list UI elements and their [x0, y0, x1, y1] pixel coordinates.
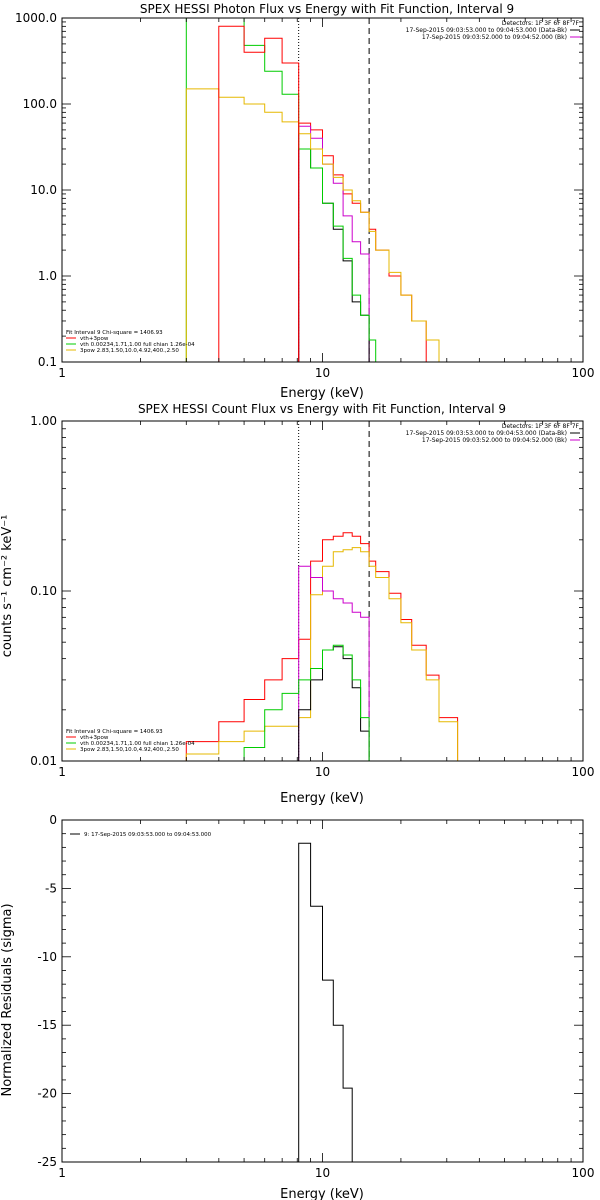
y-axis-title: counts s⁻¹ cm⁻² keV⁻¹ [0, 515, 15, 658]
legend-entry: vth+3pow [80, 336, 109, 342]
plot-frame [61, 17, 584, 363]
panel-title: SPEX HESSI Count Flux vs Energy with Fit… [138, 402, 506, 416]
y-tick-label: 0.1 [38, 355, 57, 369]
data-layer: 1 10 100 0.1 1.0 10.0 100.0 1000.0 Detectors: 1F… [15, 11, 594, 380]
x-tick-label: 100 [572, 765, 595, 779]
data-layer: 1 10 100 0 -5 -10 -15 -20 -25 9: 17-Sep-2015 09:0… [37, 813, 594, 1180]
panel-title: SPEX HESSI Photon Flux vs Energy with Fi… [140, 2, 514, 16]
legend-entry: vth 0.00234,1.71,1.00 full chian 1.26e-0… [80, 342, 195, 348]
x-tick-label: 1 [58, 765, 66, 779]
x-axis-title: Energy (keV) [280, 791, 364, 806]
plot-area: 1 10 100 0.01 0.10 1.00 Detectors: 1F 3F 6F 8F… [30, 414, 594, 779]
y-tick-label: 1.0 [38, 269, 57, 283]
plot-frame [61, 420, 584, 762]
data-series-line [298, 565, 370, 761]
data-layer: 1 10 100 0.01 0.10 1.00 Detectors: 1F 3F 6F 8F… [30, 414, 594, 779]
y-tick-label: -15 [37, 1018, 57, 1032]
legend-entry: vth+3pow [80, 735, 109, 741]
data-series-line [185, 88, 458, 363]
y-tick-label: 1000.0 [15, 11, 57, 25]
y-axis-title: Normalized Residuals (sigma) [0, 903, 15, 1096]
plot-frame [61, 819, 584, 1163]
info-line: Detectors: 1F 3F 6F 8F 7F [502, 423, 580, 430]
legend-header: Fit Interval 9 Chi-square = 1406.93 [66, 330, 163, 336]
legend-entry: 3pow 2.83,1.50,10.0,4.92,400.,2.50 [80, 348, 179, 354]
x-tick-label: 10 [315, 765, 330, 779]
legend-header: Fit Interval 9 Chi-square = 1406.93 [66, 729, 163, 735]
x-tick-label: 10 [315, 1166, 330, 1180]
y-tick-label: 1.00 [30, 414, 57, 428]
data-series-line [185, 547, 459, 761]
y-tick-label: 0 [49, 813, 57, 827]
legend-entry: 3pow 2.83,1.50,10.0,4.92,400.,2.50 [80, 747, 179, 753]
photon-flux-panel: SPEX HESSI Photon Flux vs Energy with Fi… [15, 2, 594, 401]
data-series-line [298, 125, 370, 362]
y-tick-label: -10 [37, 950, 57, 964]
data-series-line [298, 122, 427, 362]
y-tick-label: 100.0 [23, 97, 57, 111]
y-tick-label: 0.10 [30, 584, 57, 598]
data-series-line [298, 148, 370, 362]
y-tick-label: 0.01 [30, 754, 57, 768]
x-tick-label: 100 [572, 1166, 595, 1180]
info-line: 17-Sep-2015 09:03:52.000 to 09:04:52.000… [422, 437, 567, 444]
y-tick-label: -5 [45, 881, 57, 895]
y-tick-label: -25 [37, 1155, 57, 1169]
data-series-line [185, 17, 377, 362]
legend-entry: 9: 17-Sep-2015 09:03:53.000 to 09:04:53.… [84, 832, 212, 838]
x-tick-label: 1 [58, 1166, 66, 1180]
legend-entry: vth 0.00234,1.71,1.00 full chian 1.26e-0… [80, 741, 195, 747]
info-line: 17-Sep-2015 09:03:52.000 to 09:04:52.000… [422, 34, 567, 41]
data-series-line [218, 25, 300, 362]
data-series-line [185, 532, 459, 761]
x-tick-label: 10 [315, 366, 330, 380]
x-axis-title: Energy (keV) [280, 1187, 364, 1200]
info-line: Detectors: 1F 3F 6F 8F 7F [502, 20, 580, 27]
y-tick-label: 10.0 [30, 183, 57, 197]
data-series-line [298, 646, 370, 761]
x-tick-label: 100 [572, 366, 595, 380]
count-flux-panel: SPEX HESSI Count Flux vs Energy with Fit… [0, 402, 594, 806]
data-series-line [298, 842, 370, 1163]
info-line: 17-Sep-2015 09:03:53.000 to 09:04:53.000… [406, 430, 567, 437]
residuals-panel: 1 10 100 0 -5 -10 -15 -20 -25 9: 17-Sep-2015 09:0… [0, 813, 594, 1200]
info-line: 17-Sep-2015 09:03:53.000 to 09:04:53.000… [406, 27, 567, 34]
plot-area: 1 10 100 0.1 1.0 10.0 100.0 1000.0 Detectors: 1F… [15, 11, 594, 380]
x-tick-label: 1 [58, 366, 66, 380]
y-tick-label: -20 [37, 1087, 57, 1101]
data-series-line [218, 644, 376, 762]
x-axis-title: Energy (keV) [280, 386, 364, 401]
plot-area: 1 10 100 0 -5 -10 -15 -20 -25 9: 17-Sep-2015 09:0… [37, 813, 594, 1180]
